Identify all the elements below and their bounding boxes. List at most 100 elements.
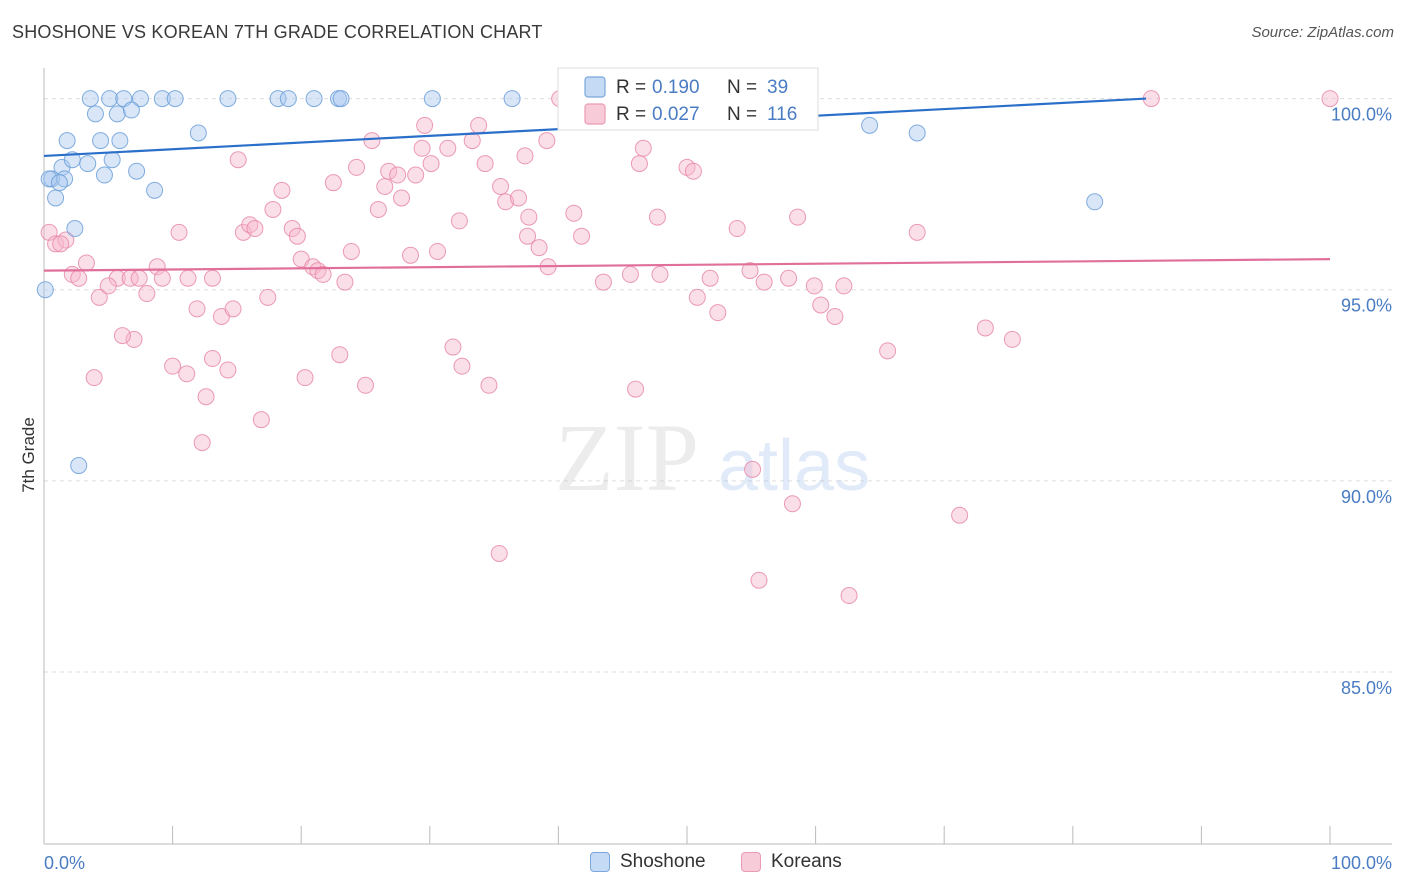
data-point bbox=[58, 132, 76, 150]
data-point bbox=[273, 181, 291, 199]
data-point bbox=[92, 132, 110, 150]
data-point bbox=[429, 242, 447, 260]
data-point bbox=[246, 220, 264, 238]
data-point bbox=[203, 269, 221, 287]
data-point bbox=[393, 189, 411, 207]
data-point bbox=[331, 346, 349, 364]
data-point bbox=[728, 220, 746, 238]
data-point bbox=[453, 357, 471, 375]
data-point bbox=[189, 124, 207, 142]
data-point bbox=[188, 300, 206, 318]
y-axis-label: 7th Grade bbox=[19, 417, 38, 493]
data-point bbox=[279, 90, 297, 108]
data-point bbox=[805, 277, 823, 295]
data-point bbox=[178, 365, 196, 383]
data-point bbox=[634, 139, 652, 157]
data-point bbox=[66, 220, 84, 238]
data-point bbox=[476, 155, 494, 173]
data-point bbox=[252, 411, 270, 429]
data-point bbox=[122, 101, 140, 119]
data-point bbox=[146, 181, 164, 199]
legend-n-label: N = bbox=[727, 77, 757, 98]
data-point bbox=[81, 90, 99, 108]
data-point bbox=[128, 162, 146, 180]
data-point bbox=[138, 285, 156, 303]
data-point bbox=[347, 158, 365, 176]
data-point bbox=[264, 200, 282, 218]
data-point bbox=[908, 124, 926, 142]
data-point bbox=[86, 105, 104, 123]
tick-labels: 100.0% 95.0% 90.0% 85.0% 0.0% 100.0% bbox=[44, 105, 1392, 873]
data-point bbox=[314, 265, 332, 283]
axes bbox=[43, 68, 1392, 845]
legend-r-value: 0.027 bbox=[652, 104, 700, 125]
data-point bbox=[229, 151, 247, 169]
watermark-zip: ZIP bbox=[555, 404, 699, 511]
data-point bbox=[497, 193, 515, 211]
chart-title: SHOSHONE VS KOREAN 7TH GRADE CORRELATION… bbox=[12, 22, 543, 42]
koreans-swatch bbox=[741, 852, 761, 872]
y-tick-label: 95.0% bbox=[1341, 296, 1392, 316]
data-point bbox=[520, 208, 538, 226]
data-point bbox=[565, 204, 583, 222]
data-point bbox=[573, 227, 591, 245]
data-point bbox=[480, 376, 498, 394]
legend-r-label: R = bbox=[616, 77, 646, 98]
data-point bbox=[741, 262, 759, 280]
data-point bbox=[755, 273, 773, 291]
data-point bbox=[332, 90, 350, 108]
data-point bbox=[85, 369, 103, 387]
data-point bbox=[630, 155, 648, 173]
data-point bbox=[305, 90, 323, 108]
data-point bbox=[439, 139, 457, 157]
data-point bbox=[826, 307, 844, 325]
data-point bbox=[1003, 330, 1021, 348]
data-point bbox=[369, 200, 387, 218]
data-point bbox=[153, 269, 171, 287]
series-koreans bbox=[40, 90, 1339, 605]
x-tick-label: 0.0% bbox=[44, 853, 85, 873]
data-point bbox=[363, 132, 381, 150]
data-point bbox=[153, 90, 171, 108]
data-point bbox=[376, 178, 394, 196]
data-point bbox=[783, 495, 801, 513]
data-point bbox=[627, 380, 645, 398]
data-point bbox=[224, 300, 242, 318]
data-point bbox=[103, 151, 121, 169]
data-point bbox=[648, 208, 666, 226]
grid-lines bbox=[44, 98, 1392, 673]
data-point bbox=[423, 90, 441, 108]
shoshone-swatch bbox=[590, 852, 610, 872]
data-point bbox=[36, 281, 54, 299]
data-point bbox=[413, 139, 431, 157]
data-point bbox=[416, 116, 434, 134]
data-point bbox=[519, 227, 537, 245]
data-point bbox=[389, 166, 407, 184]
data-point bbox=[492, 178, 510, 196]
data-point bbox=[709, 304, 727, 322]
data-point bbox=[380, 162, 398, 180]
data-point bbox=[538, 132, 556, 150]
legend-label-shoshone: Shoshone bbox=[620, 851, 706, 872]
data-point bbox=[357, 376, 374, 394]
data-point bbox=[861, 116, 879, 134]
data-point bbox=[744, 460, 762, 478]
legend-swatch-korean bbox=[584, 103, 606, 125]
data-point bbox=[490, 544, 508, 562]
data-point bbox=[108, 105, 126, 123]
data-point bbox=[342, 242, 360, 260]
data-point bbox=[70, 457, 88, 475]
data-point bbox=[130, 269, 148, 287]
data-point bbox=[879, 342, 897, 360]
data-point bbox=[101, 90, 119, 108]
data-point bbox=[111, 132, 129, 150]
data-point bbox=[908, 223, 926, 241]
data-point bbox=[324, 174, 342, 192]
watermark-atlas: atlas bbox=[718, 426, 870, 506]
data-point bbox=[510, 189, 528, 207]
data-point bbox=[203, 350, 221, 368]
data-point bbox=[1086, 193, 1104, 211]
watermark: ZIP atlas bbox=[555, 404, 870, 511]
data-point bbox=[750, 571, 768, 589]
